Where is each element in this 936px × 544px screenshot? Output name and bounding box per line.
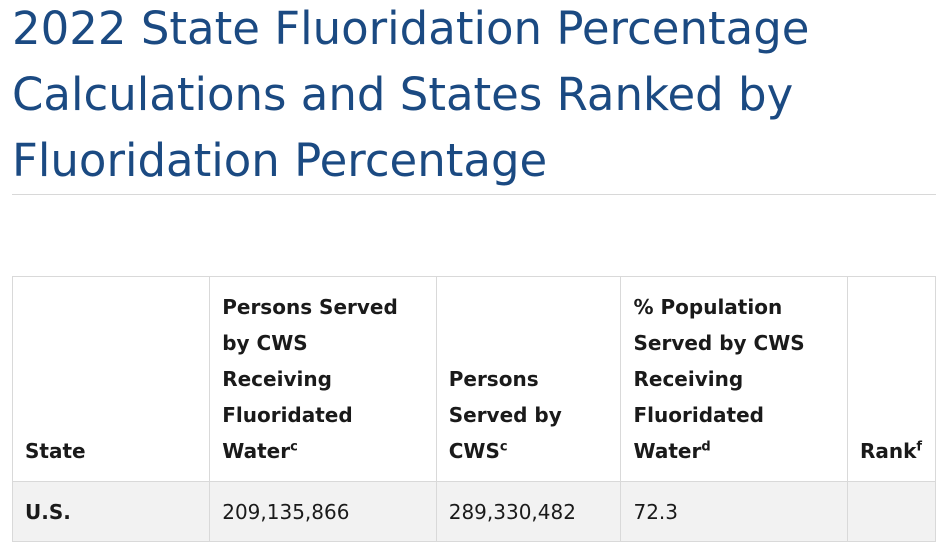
rank-cell bbox=[846, 481, 936, 542]
served-cell: 289,330,482 bbox=[435, 481, 622, 542]
column-header-served-label: Persons Served by CWS bbox=[448, 367, 562, 463]
table-row: U.S. 209,135,866 289,330,482 72.3 bbox=[11, 481, 936, 542]
column-header-state-label: State bbox=[25, 439, 86, 463]
column-header-percent: % Population Served by CWS Receiving Flu… bbox=[620, 276, 848, 482]
footnote-marker: f bbox=[916, 439, 923, 455]
state-cell: U.S. bbox=[11, 481, 211, 542]
fluoridation-table: State Persons Served by CWS Receiving Fl… bbox=[11, 276, 936, 542]
fluoridated-cell: 209,135,866 bbox=[209, 481, 437, 542]
column-header-rank: Rankf bbox=[846, 276, 936, 482]
footnote-marker: d bbox=[701, 439, 711, 455]
column-header-state: State bbox=[11, 276, 211, 482]
footnote-marker: c bbox=[290, 439, 298, 455]
column-header-fluoridated: Persons Served by CWS Receiving Fluorida… bbox=[209, 276, 437, 482]
table-header-row: State Persons Served by CWS Receiving Fl… bbox=[11, 276, 936, 482]
column-header-rank-label: Rank bbox=[859, 439, 917, 463]
column-header-served: Persons Served by CWSc bbox=[435, 276, 622, 482]
percent-cell: 72.3 bbox=[620, 481, 848, 542]
column-header-fluoridated-label: Persons Served by CWS Receiving Fluorida… bbox=[222, 295, 398, 463]
heading-divider bbox=[12, 194, 936, 195]
column-header-percent-label: % Population Served by CWS Receiving Flu… bbox=[633, 295, 805, 463]
page-title: 2022 State Fluoridation Percentage Calcu… bbox=[12, 2, 810, 187]
footnote-marker: c bbox=[499, 439, 508, 455]
